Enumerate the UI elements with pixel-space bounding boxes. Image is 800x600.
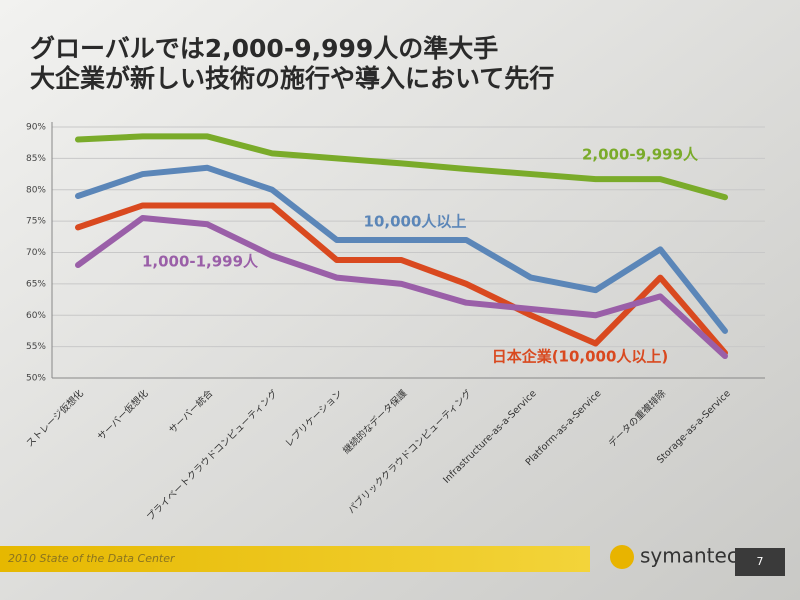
series-line — [75, 202, 728, 356]
y-tick-label: 85% — [26, 154, 46, 164]
page-box — [735, 548, 785, 576]
y-tick-label: 65% — [26, 279, 46, 289]
series-label: 2,000-9,999人 — [582, 146, 699, 164]
y-tick-label: 50% — [26, 374, 46, 384]
chart-title: 大企業が新しい技術の施行や導入において先行 — [30, 64, 554, 93]
series-line — [75, 164, 728, 334]
series-line — [75, 133, 728, 201]
y-tick-label: 90% — [26, 123, 46, 133]
chart-title: グローバルでは2,000-9,999人の準大手 — [30, 34, 498, 63]
y-tick-label: 55% — [26, 342, 46, 352]
y-tick-label: 75% — [26, 217, 46, 227]
brand-logo — [610, 545, 634, 569]
series-label: 日本企業(10,000人以上) — [492, 348, 669, 366]
y-tick-label: 80% — [26, 185, 46, 195]
footer-bar — [0, 546, 590, 572]
y-tick-label: 70% — [26, 248, 46, 258]
series-label: 10,000人以上 — [364, 213, 467, 231]
series-label: 1,000-1,999人 — [142, 253, 259, 271]
brand-name: symantec. — [640, 544, 744, 568]
series-line — [75, 214, 728, 360]
y-tick-label: 60% — [26, 311, 46, 321]
page-number: 7 — [757, 555, 764, 568]
footer-caption: 2010 State of the Data Center — [8, 552, 176, 565]
